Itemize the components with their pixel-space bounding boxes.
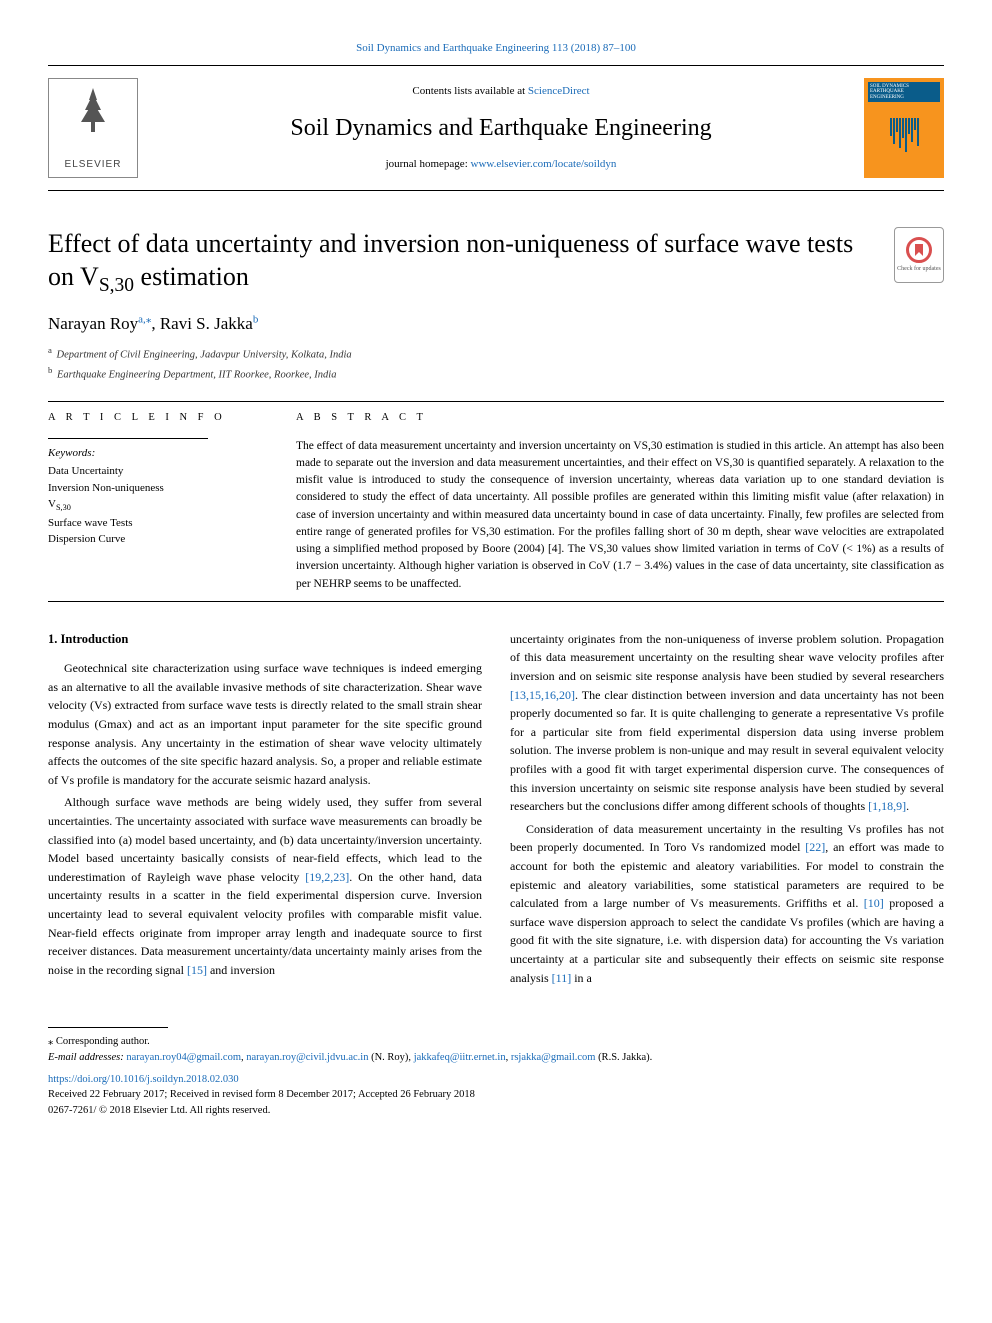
updates-badge-text: Check for updates xyxy=(897,266,941,273)
copyright: 0267-7261/ © 2018 Elsevier Ltd. All righ… xyxy=(48,1103,944,1119)
journal-cover: SOIL DYNAMICS EARTHQUAKE ENGINEERING xyxy=(864,78,944,178)
info-divider xyxy=(48,438,208,439)
header-citation-link[interactable]: Soil Dynamics and Earthquake Engineering… xyxy=(356,42,636,54)
doi-link[interactable]: https://doi.org/10.1016/j.soildyn.2018.0… xyxy=(48,1074,239,1085)
contents-prefix: Contents lists available at xyxy=(412,85,527,97)
keyword-1: Data Uncertainty xyxy=(48,463,268,480)
title-part-b: estimation xyxy=(134,262,249,291)
body-columns: 1. Introduction Geotechnical site charac… xyxy=(48,630,944,991)
tree-icon xyxy=(69,84,117,153)
author-2: Ravi S. Jakka xyxy=(160,314,253,333)
ref-link[interactable]: [10] xyxy=(864,896,884,910)
sciencedirect-link[interactable]: ScienceDirect xyxy=(528,85,590,97)
keyword-2: Inversion Non-uniqueness xyxy=(48,480,268,497)
article-title: Effect of data uncertainty and inversion… xyxy=(48,227,894,299)
title-row: Effect of data uncertainty and inversion… xyxy=(48,227,944,299)
check-updates-badge[interactable]: Check for updates xyxy=(894,227,944,283)
emails: E-mail addresses: narayan.roy04@gmail.co… xyxy=(48,1050,944,1066)
body-p1: Geotechnical site characterization using… xyxy=(48,659,482,789)
bookmark-icon xyxy=(906,237,932,263)
email-label: E-mail addresses: xyxy=(48,1052,126,1063)
header-center: Contents lists available at ScienceDirec… xyxy=(138,83,864,172)
ref-link[interactable]: [1,18,9] xyxy=(868,799,906,813)
email-link[interactable]: jakkafeq@iitr.ernet.in xyxy=(414,1052,506,1063)
cover-graphic xyxy=(868,118,940,152)
divider xyxy=(48,401,944,402)
body-p3: uncertainty originates from the non-uniq… xyxy=(510,630,944,816)
ref-link[interactable]: [22] xyxy=(805,840,825,854)
author-2-aff[interactable]: b xyxy=(253,313,259,325)
info-abstract-row: A R T I C L E I N F O Keywords: Data Unc… xyxy=(48,410,944,593)
info-heading: A R T I C L E I N F O xyxy=(48,410,268,426)
abstract-text: The effect of data measurement uncertain… xyxy=(296,438,944,593)
body-p4: Consideration of data measurement uncert… xyxy=(510,820,944,987)
ref-link[interactable]: [13,15,16,20] xyxy=(510,688,575,702)
journal-name: Soil Dynamics and Earthquake Engineering xyxy=(138,110,864,146)
footer-divider xyxy=(48,1027,168,1028)
affiliations: a Department of Civil Engineering, Jadav… xyxy=(48,344,944,383)
contents-line: Contents lists available at ScienceDirec… xyxy=(138,83,864,100)
corresponding-author: ⁎ Corresponding author. xyxy=(48,1034,944,1050)
received-dates: Received 22 February 2017; Received in r… xyxy=(48,1087,944,1103)
journal-header: ELSEVIER Contents lists available at Sci… xyxy=(48,65,944,191)
keyword-4: Surface wave Tests xyxy=(48,515,268,532)
abstract-heading: A B S T R A C T xyxy=(296,410,944,426)
ref-link[interactable]: [15] xyxy=(187,963,207,977)
email-link[interactable]: narayan.roy@civil.jdvu.ac.in xyxy=(246,1052,368,1063)
footer: ⁎ Corresponding author. E-mail addresses… xyxy=(48,1034,944,1119)
header-citation: Soil Dynamics and Earthquake Engineering… xyxy=(48,40,944,57)
author-1-corr[interactable]: ⁎ xyxy=(146,313,152,325)
body-col-left: 1. Introduction Geotechnical site charac… xyxy=(48,630,482,991)
elsevier-logo: ELSEVIER xyxy=(48,78,138,178)
affiliation-b: Earthquake Engineering Department, IIT R… xyxy=(57,369,336,380)
email-link[interactable]: rsjakka@gmail.com xyxy=(511,1052,596,1063)
body-col-right: uncertainty originates from the non-uniq… xyxy=(510,630,944,991)
homepage-line: journal homepage: www.elsevier.com/locat… xyxy=(138,156,864,173)
elsevier-text: ELSEVIER xyxy=(65,157,122,172)
ref-link[interactable]: [11] xyxy=(552,971,572,985)
keyword-3: VS,30 xyxy=(48,496,268,515)
homepage-prefix: journal homepage: xyxy=(386,158,471,170)
affiliation-a: Department of Civil Engineering, Jadavpu… xyxy=(57,350,352,361)
divider xyxy=(48,601,944,602)
keywords-label: Keywords: xyxy=(48,445,268,462)
abstract: A B S T R A C T The effect of data measu… xyxy=(296,410,944,593)
email-link[interactable]: narayan.roy04@gmail.com xyxy=(126,1052,241,1063)
article-info: A R T I C L E I N F O Keywords: Data Unc… xyxy=(48,410,268,593)
authors: Narayan Roya,⁎, Ravi S. Jakkab xyxy=(48,311,944,337)
keyword-5: Dispersion Curve xyxy=(48,531,268,548)
body-p2: Although surface wave methods are being … xyxy=(48,793,482,979)
author-1-aff[interactable]: a, xyxy=(138,313,146,325)
author-1: Narayan Roy xyxy=(48,314,138,333)
ref-link[interactable]: [19,2,23] xyxy=(305,870,349,884)
section-1-heading: 1. Introduction xyxy=(48,630,482,649)
homepage-link[interactable]: www.elsevier.com/locate/soildyn xyxy=(471,158,617,170)
title-sub: S,30 xyxy=(99,275,134,296)
cover-title: SOIL DYNAMICS EARTHQUAKE ENGINEERING xyxy=(868,82,940,103)
